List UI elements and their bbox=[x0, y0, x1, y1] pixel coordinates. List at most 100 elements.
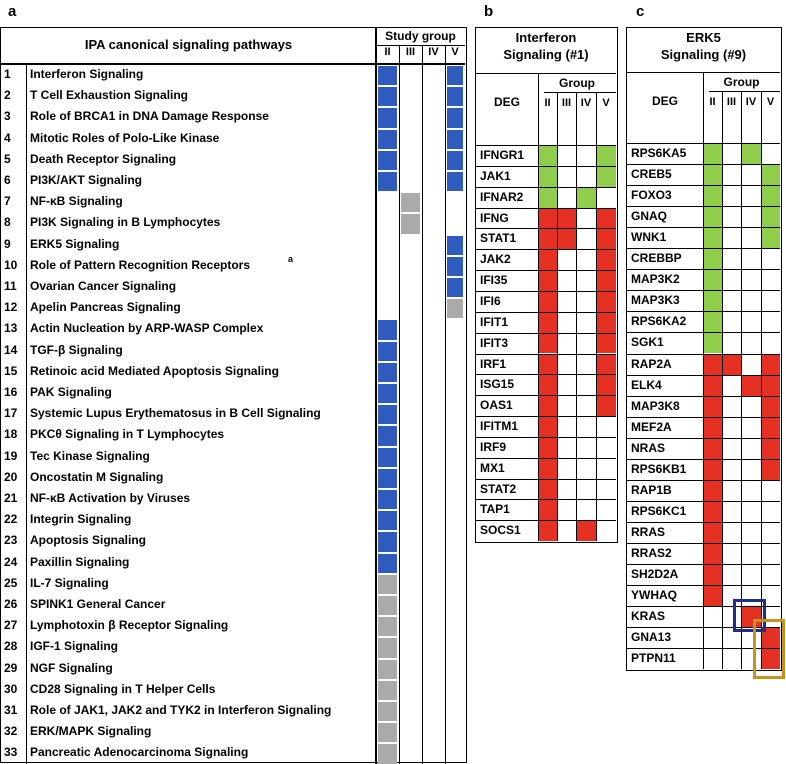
b-cell-red bbox=[539, 417, 557, 437]
pathway-number: 7 bbox=[4, 194, 11, 209]
pathway-cell-gray bbox=[378, 723, 397, 743]
pathway-cell-blue bbox=[378, 468, 397, 488]
pathway-number: 31 bbox=[4, 703, 18, 717]
pathway-cell-blue bbox=[447, 87, 463, 107]
pathway-cell-blue bbox=[378, 341, 397, 361]
table-a-title: IPA canonical signaling pathways bbox=[84, 37, 293, 52]
pathway-name: NF-κB Activation by Viruses bbox=[30, 491, 191, 505]
c-row-divider bbox=[627, 269, 780, 271]
pathway-name: Actin Nucleation by ARP-WASP Complex bbox=[30, 321, 264, 336]
pathway-cell-blue bbox=[447, 66, 463, 86]
group-column-divider bbox=[445, 45, 446, 764]
c-row-divider bbox=[627, 606, 780, 608]
c-gene-name: RRAS2 bbox=[631, 545, 672, 560]
pathway-number: 26 bbox=[4, 597, 18, 611]
pathway-cell-blue bbox=[378, 172, 397, 192]
c-cell-red bbox=[704, 438, 722, 459]
b-row-divider bbox=[476, 416, 616, 418]
b-cell-red bbox=[597, 271, 616, 291]
panel-c-letter: c bbox=[636, 3, 645, 20]
c-row-divider bbox=[627, 458, 780, 460]
pathway-name: PI3K/AKT Signaling bbox=[30, 173, 143, 187]
pathway-cell-blue bbox=[378, 384, 397, 404]
b-cell-red bbox=[597, 208, 616, 229]
b-cell-green bbox=[539, 166, 557, 187]
pathway-name: PKCθ Signaling in T Lymphocytes bbox=[30, 427, 225, 442]
group-label-II: II bbox=[384, 46, 391, 58]
pathway-number: 4 bbox=[4, 130, 11, 145]
c-gene-name: CREB5 bbox=[631, 167, 672, 182]
c-cell-red bbox=[762, 417, 780, 438]
pathway-number: 3 bbox=[4, 109, 11, 124]
pathway-cell-blue bbox=[378, 426, 397, 446]
c-gene-name: GNA13 bbox=[631, 630, 672, 645]
b-group-label: III bbox=[561, 97, 572, 109]
footnote-marker: a bbox=[288, 253, 294, 264]
pathway-number: 20 bbox=[4, 469, 18, 484]
pathway-number: 18 bbox=[4, 427, 18, 442]
c-cell-red bbox=[762, 628, 780, 649]
b-cell-red bbox=[539, 208, 557, 229]
c-cell-green bbox=[704, 312, 722, 333]
c-title-line1: ERK5 bbox=[686, 30, 721, 45]
b-cell-red bbox=[539, 250, 557, 271]
c-row-divider bbox=[627, 564, 780, 565]
c-gene-name: SGK1 bbox=[631, 335, 664, 350]
b-cell-red bbox=[597, 375, 616, 396]
b-cell-red bbox=[597, 396, 616, 417]
c-gene-name: RAP2A bbox=[631, 356, 672, 371]
c-gene-name: ELK4 bbox=[631, 377, 662, 392]
panel-b-letter: b bbox=[484, 3, 494, 20]
c-gene-name: SH2D2A bbox=[631, 567, 679, 581]
number-column-divider bbox=[26, 63, 27, 764]
b-gene-name: SOCS1 bbox=[480, 523, 521, 538]
c-group-divider bbox=[709, 91, 780, 92]
b-cell-red bbox=[539, 354, 557, 375]
pathway-name: Role of BRCA1 in DNA Damage Response bbox=[30, 109, 269, 124]
b-group-label: V bbox=[602, 97, 610, 109]
b-gene-name: STAT1 bbox=[480, 231, 517, 246]
b-group-label: II bbox=[544, 97, 551, 109]
b-cell-red bbox=[597, 229, 616, 250]
pathway-cell-blue bbox=[378, 553, 397, 573]
b-row-divider bbox=[476, 311, 616, 313]
c-gene-name: RPS6KA2 bbox=[631, 314, 687, 329]
pathway-cell-blue bbox=[378, 447, 397, 467]
pathway-cell-blue bbox=[378, 129, 397, 149]
b-row-divider bbox=[476, 457, 616, 459]
c-cell-green bbox=[704, 186, 722, 207]
c-gene-name: WNK1 bbox=[631, 230, 667, 245]
pathway-number: 12 bbox=[4, 300, 18, 315]
pathway-name: TGF-β Signaling bbox=[30, 342, 123, 357]
c-cell-red bbox=[762, 354, 780, 375]
c-column-divider bbox=[722, 91, 723, 669]
c-cell-red bbox=[704, 375, 722, 396]
c-row-divider bbox=[627, 248, 780, 250]
pathway-name: Mitotic Roles of Polo-Like Kinase bbox=[30, 130, 220, 145]
pathway-cell-blue bbox=[378, 320, 397, 340]
b-title-line1: Interferon bbox=[515, 30, 577, 45]
c-cell-red bbox=[704, 459, 722, 480]
c-cell-red bbox=[723, 354, 741, 375]
b-gene-name: JAK2 bbox=[480, 252, 511, 267]
b-group-divider bbox=[544, 92, 616, 93]
pathway-cell-blue bbox=[378, 532, 397, 552]
pathway-cell-blue bbox=[378, 150, 397, 170]
pathway-name: Apoptosis Signaling bbox=[30, 533, 146, 548]
c-cell-green bbox=[742, 144, 761, 165]
pathway-cell-blue bbox=[378, 87, 397, 107]
pathway-cell-blue bbox=[378, 405, 397, 425]
pathway-number: 15 bbox=[4, 363, 18, 378]
c-gene-name: RPS6KB1 bbox=[631, 461, 687, 476]
pathway-cell-gray bbox=[447, 299, 463, 319]
c-cell-red bbox=[704, 565, 722, 586]
b-cell-red bbox=[558, 208, 576, 229]
pathway-name: ERK5 Signaling bbox=[30, 236, 120, 251]
b-gene-name: IRF1 bbox=[480, 356, 507, 371]
pathway-cell-gray bbox=[378, 659, 397, 679]
c-row-divider bbox=[627, 206, 780, 208]
c-row-divider bbox=[627, 143, 780, 144]
study-group-left-border bbox=[375, 28, 377, 764]
b-row-divider bbox=[476, 145, 616, 146]
c-gene-name: RPS6KA5 bbox=[631, 146, 687, 160]
